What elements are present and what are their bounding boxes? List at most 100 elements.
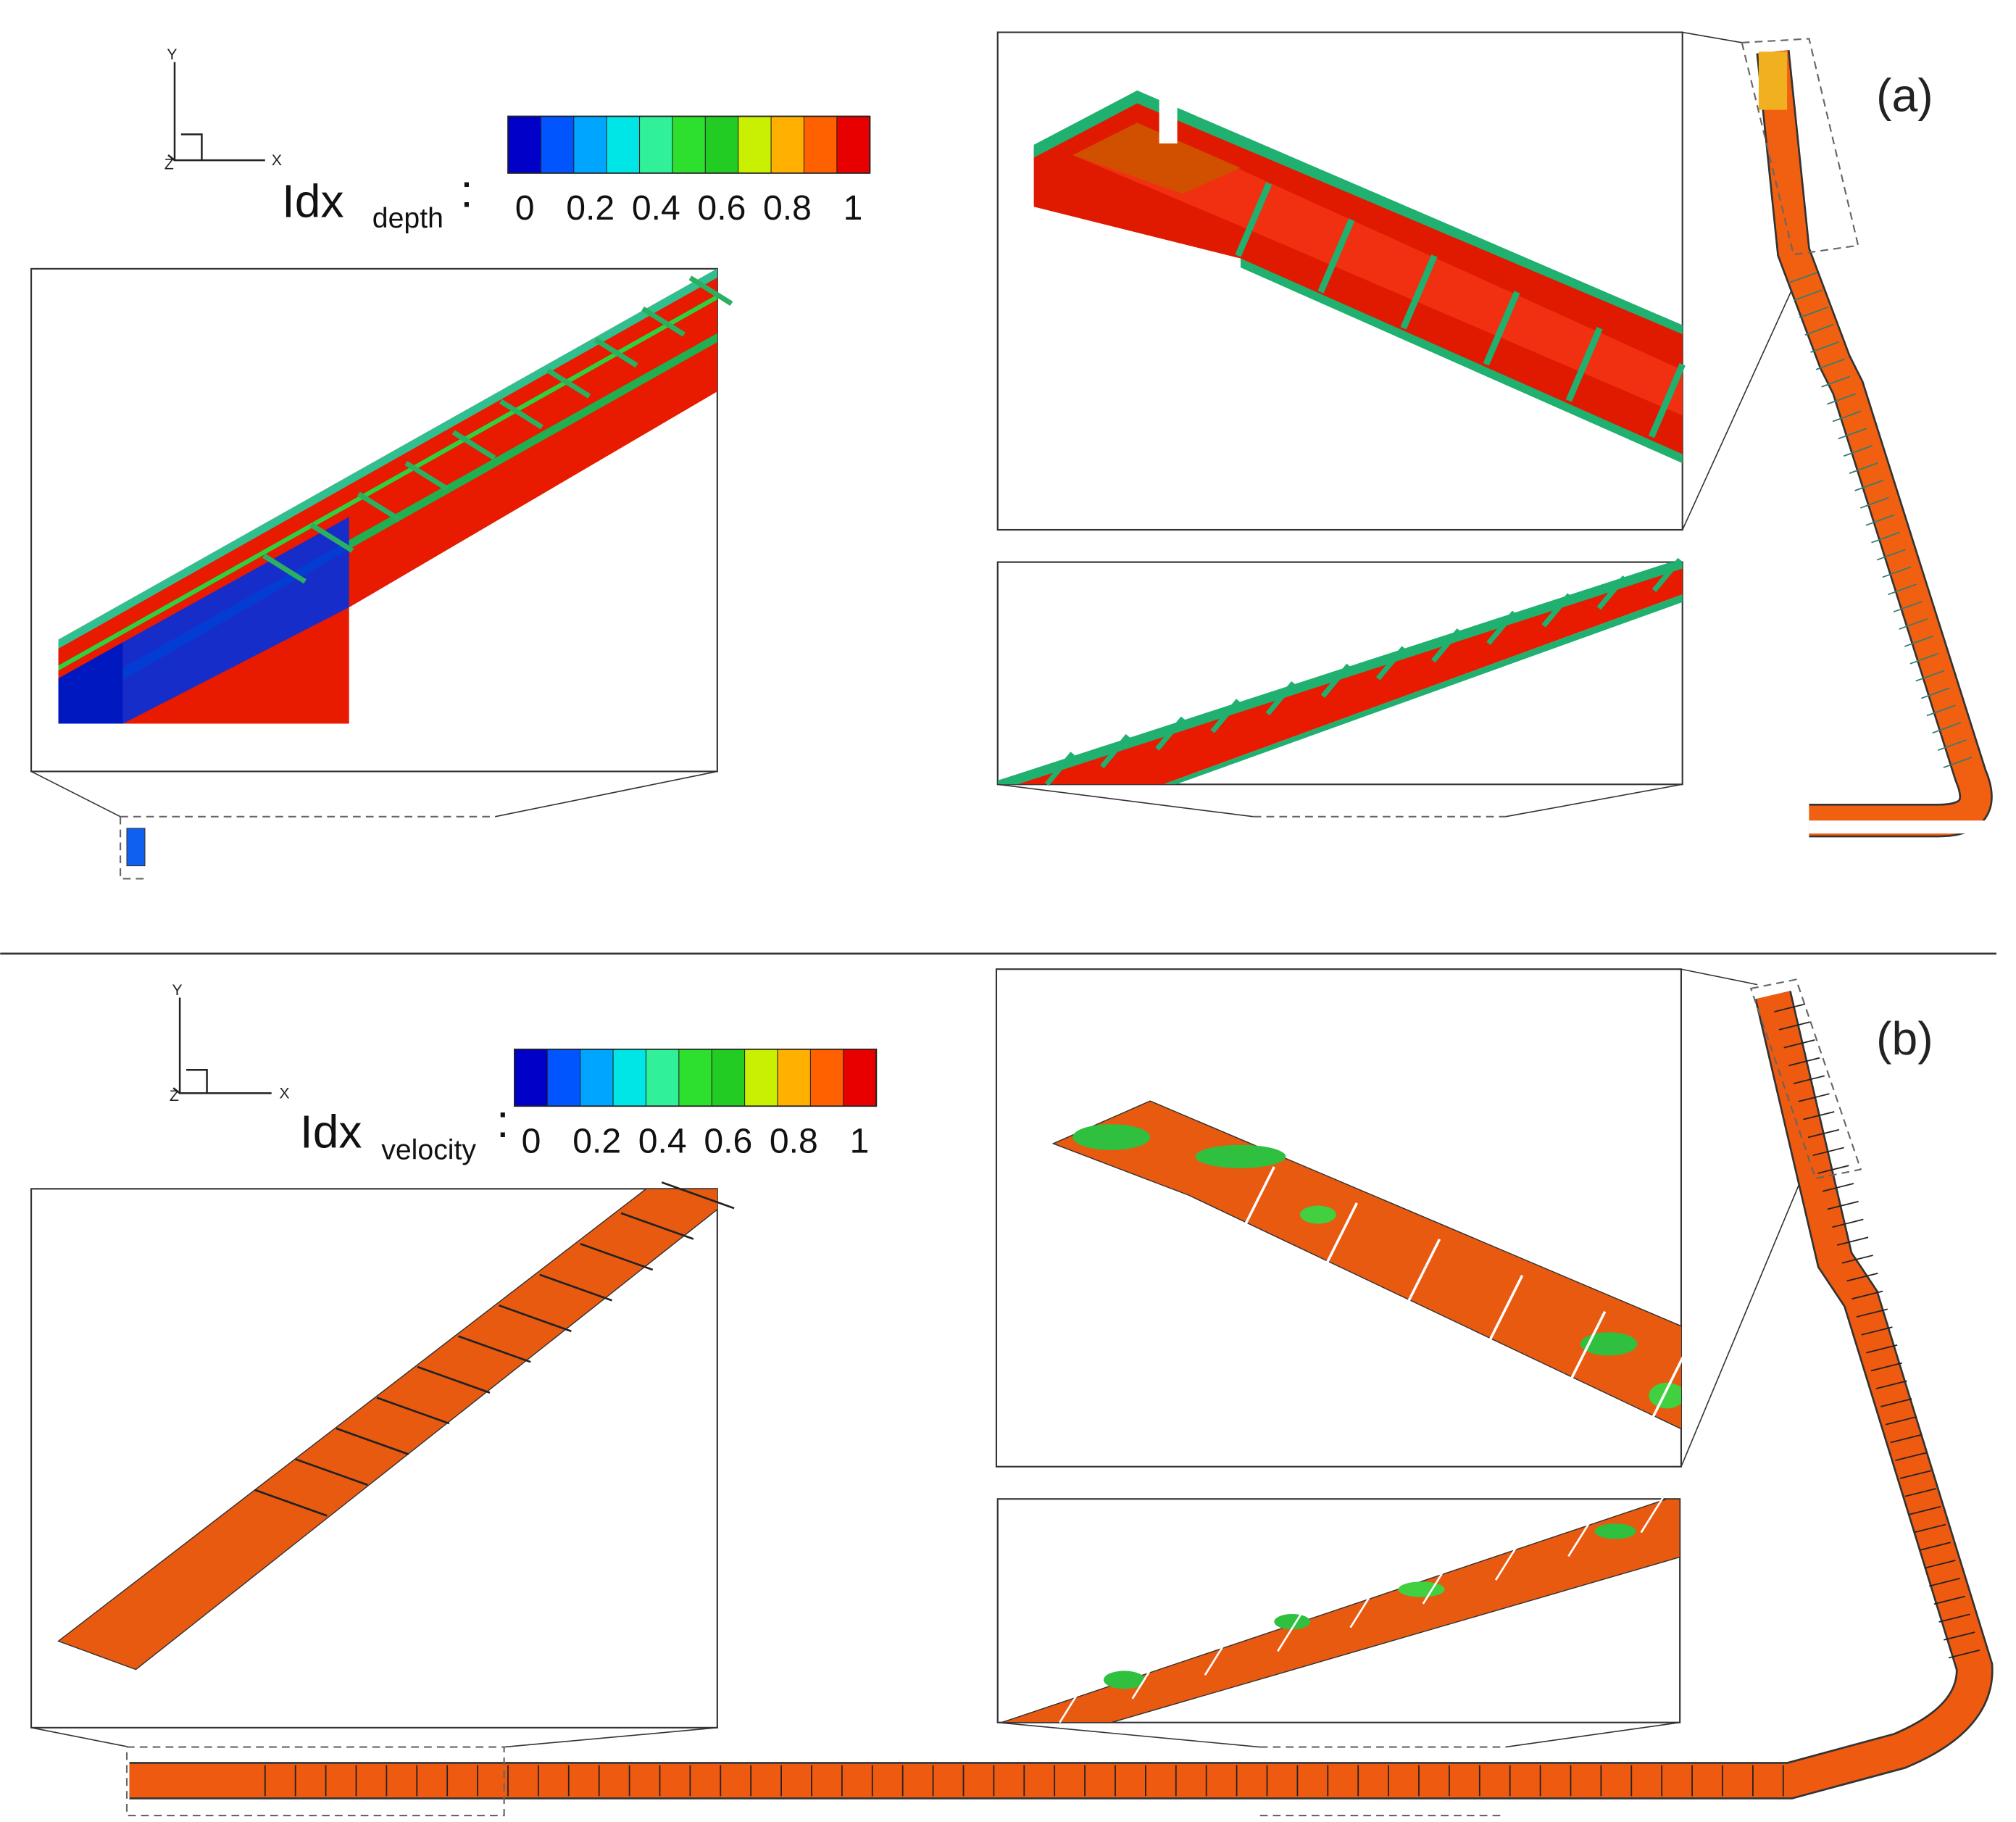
divider-line (1933, 1595, 1965, 1605)
colorbar-band (645, 1049, 680, 1107)
colorbar-band (612, 1049, 647, 1107)
colorbar-tick-label: 0.6 (697, 188, 746, 228)
divider-line (1375, 646, 1406, 681)
legend-title: Idx (300, 1105, 362, 1157)
divider-line (1890, 1434, 1922, 1444)
panel-b: Y X Z Idx velocity : 0 0.2 0.4 0.6 0.8 1 (b) (30, 968, 1994, 1817)
divider-line (1788, 272, 1817, 284)
divider-line (1798, 1093, 1830, 1102)
inset-channel (1051, 1100, 1681, 1430)
colorbar-tick-label: 0.2 (566, 188, 615, 228)
divider-line (1893, 601, 1923, 613)
axis-z: Z (164, 156, 174, 173)
zoom-box (120, 815, 496, 880)
divider-line (336, 1427, 409, 1455)
colorbar-tick-label: 0.8 (763, 188, 812, 228)
divider-line (1899, 617, 1928, 630)
divider-line (1866, 1344, 1898, 1354)
divider-line (539, 1273, 612, 1302)
divider-line (457, 1335, 531, 1363)
divider-line (1277, 1609, 1304, 1652)
colorbar-band (672, 115, 707, 174)
divider-line (1822, 1183, 1854, 1192)
legend-subscript: depth (372, 202, 443, 234)
divider-line (1648, 363, 1686, 438)
axis-y: Y (167, 46, 177, 63)
divider-line (1783, 1039, 1815, 1049)
divider-line (1807, 1128, 1840, 1139)
legend: Idx velocity : 0 0.2 0.4 0.6 0.8 1 (300, 1048, 878, 1165)
divider-line (1915, 670, 1945, 682)
axis-y: Y (172, 981, 182, 999)
divider-line (580, 1243, 654, 1271)
divider-line (1854, 479, 1884, 491)
divider-line (1926, 704, 1956, 717)
divider-line (1852, 1290, 1883, 1300)
divider-line (1938, 1613, 1970, 1623)
divider-line (1645, 1347, 1689, 1431)
divider-line (1841, 1255, 1873, 1264)
divider-line (254, 1489, 328, 1517)
divider-line (1803, 1111, 1835, 1120)
colorbar-tick-label: 0 (515, 188, 535, 228)
divider-line (1904, 635, 1933, 647)
divider-line (620, 1212, 694, 1240)
divider-line (1943, 756, 1973, 768)
divider-line (1235, 182, 1273, 257)
divider-line (1567, 1514, 1596, 1557)
channel-dividers (264, 1003, 1980, 1797)
axis-triad: Y X Z (164, 46, 282, 173)
divider-line (1904, 1488, 1936, 1497)
divider-line (1640, 1490, 1668, 1534)
colorbar-band (638, 115, 673, 174)
inset-channel (58, 268, 717, 724)
divider-line (1815, 358, 1845, 370)
colorbar-band (803, 115, 838, 174)
divider-line (417, 1365, 491, 1394)
divider-line (1793, 1075, 1825, 1084)
divider-line (1871, 531, 1901, 544)
colorbar-band (836, 115, 871, 174)
divider-line (1494, 1538, 1523, 1581)
colorbar-tick-label: 1 (844, 188, 863, 228)
channel (1758, 50, 1991, 836)
mask (1809, 820, 2016, 834)
divider-line (1849, 462, 1878, 474)
divider-line (1856, 1308, 1888, 1318)
colorbar-tick-label: 1 (850, 1121, 870, 1160)
colorbar-band (843, 1049, 878, 1107)
inset-channel (1001, 1499, 1680, 1723)
colorbar: 0 0.2 0.4 0.6 0.8 1 (507, 115, 871, 228)
leader-lines (997, 1721, 1680, 1748)
colorbar-band (573, 115, 608, 174)
zoom-box (1749, 978, 1862, 1180)
colorbar-band (777, 1049, 812, 1107)
divider-line (1909, 1505, 1941, 1515)
legend-separator: : (496, 1095, 509, 1147)
divider-line (1265, 681, 1296, 716)
divider-line (1944, 1631, 1975, 1641)
colorbar-frame (507, 115, 871, 174)
divider-line (1882, 566, 1912, 578)
divider-line (1861, 1326, 1893, 1336)
leader-lines (1680, 968, 1804, 1467)
divider-line (1210, 699, 1241, 733)
divider-line (1914, 1523, 1946, 1534)
cross-walls (1235, 182, 1686, 438)
cross-walls (1059, 1490, 1668, 1723)
divider-line (1044, 752, 1075, 786)
divider-line (1859, 496, 1889, 509)
colorbar-band (606, 115, 641, 174)
divider-line (1431, 628, 1462, 663)
divider-line (1486, 610, 1517, 646)
divider-line (1788, 1057, 1820, 1067)
divider-line (593, 337, 638, 368)
divider-line (1899, 1470, 1932, 1479)
divider-line (1844, 445, 1873, 457)
axis-lines (172, 997, 272, 1094)
divider-line (1812, 1147, 1844, 1157)
divider-line (1778, 1021, 1811, 1031)
colorbar-tick-label: 0.2 (572, 1121, 621, 1160)
divider-line (1231, 1166, 1275, 1250)
cross-walls (1044, 557, 1682, 786)
